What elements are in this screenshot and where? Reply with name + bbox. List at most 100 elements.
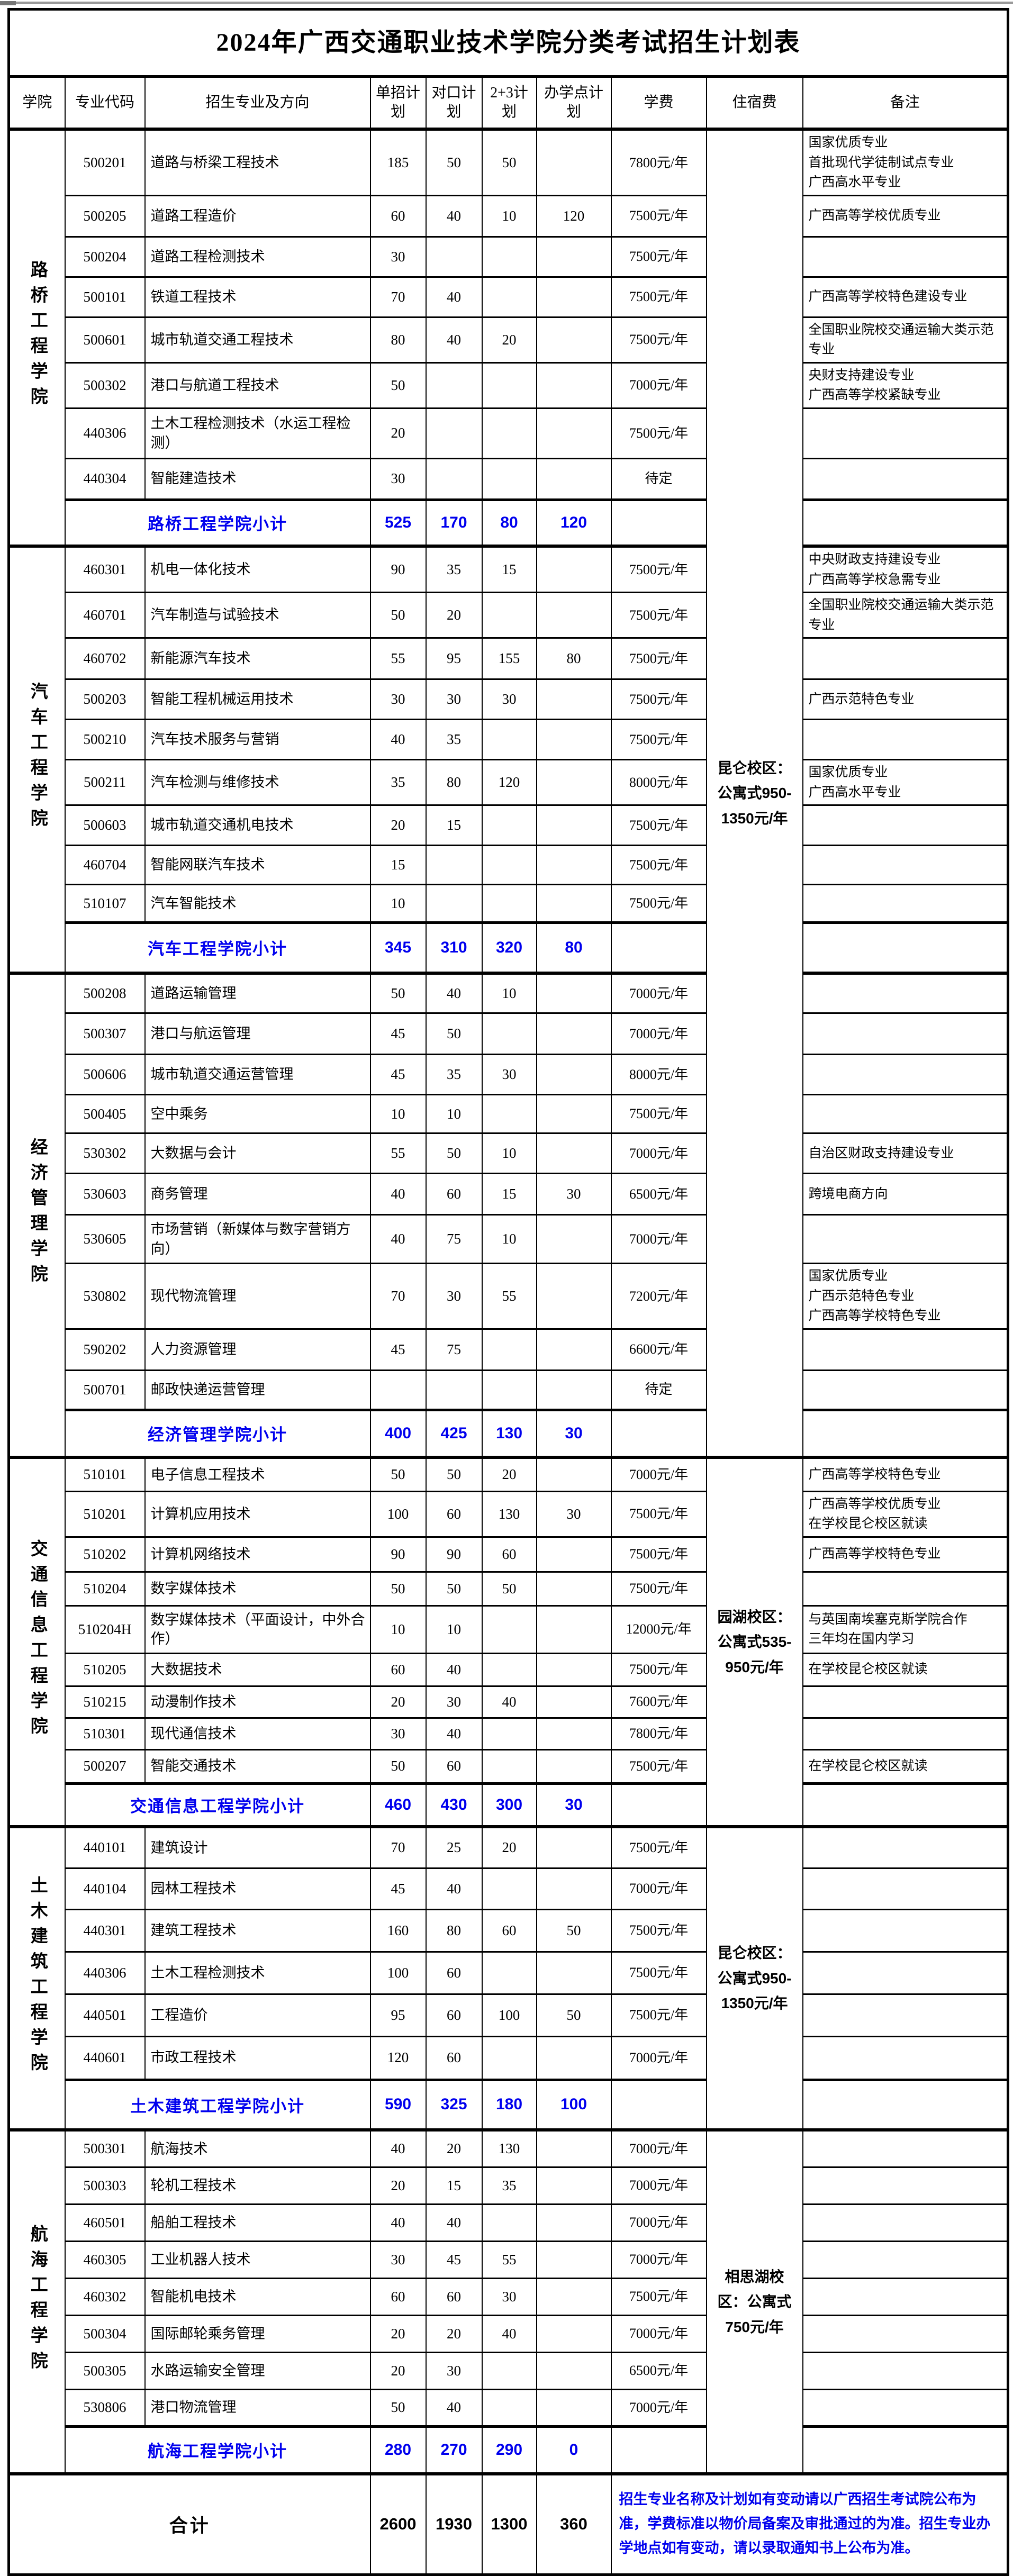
plan-banxuedian-cell [536,276,612,318]
plan-2plus3-cell [481,457,537,501]
major-cell: 工程造价 [144,1993,371,2037]
tuition-cell: 7500元/年 [610,804,707,846]
plan-banxuedian-cell: 80 [536,637,612,680]
remark-cell [802,2128,1009,2168]
major-cell: 邮政快递运营管理 [144,1369,371,1411]
plan-banxuedian-cell [536,1012,612,1055]
subtotal-value-cell: 280 [369,2425,427,2475]
plan-duikou-cell: 40 [425,194,483,238]
plan-banxuedian-cell [536,1748,612,1784]
plan-danzhao-cell: 50 [369,1748,427,1784]
plan-duikou-cell: 75 [425,1328,483,1371]
table-row: 530802 现代物流管理 70 30 55 7200元/年 国家优质专业 广西示范特色专业… [9,1263,1009,1330]
tuition-cell: 7800元/年 [610,1717,707,1750]
code-cell: 440301 [64,1908,146,1953]
tuition-cell: 7500元/年 [610,235,707,278]
plan-danzhao-cell: 60 [369,2277,427,2316]
code-cell: 500601 [64,316,146,364]
tuition-cell: 7000元/年 [610,971,707,1014]
plan-2plus3-cell [481,592,537,639]
table-row: 500211 汽车检测与维修技术 35 80 120 8000元/年 国家优质专业 广西高水… [9,759,1009,806]
subtotal-value-cell: 310 [425,921,483,974]
code-cell: 530802 [64,1263,146,1330]
major-cell: 水路运输安全管理 [144,2351,371,2390]
table-row: 500606 城市轨道交通运营管理 45 35 30 8000元/年 [9,1054,1009,1095]
plan-banxuedian-cell [536,1054,612,1095]
plan-duikou-cell: 10 [425,1094,483,1134]
remark-cell: 中央财政支持建设专业 广西高等学校急需专业 [802,545,1009,593]
plan-danzhao-cell: 40 [369,1173,427,1216]
major-cell: 大数据与会计 [144,1132,371,1174]
subtotal-value-cell: 300 [481,1782,537,1828]
table-row: 510204H 数字媒体技术（平面设计，中外合作） 10 10 12000元/年 与英国南… [9,1604,1009,1654]
major-cell: 道路工程检测技术 [144,235,371,278]
plan-banxuedian-cell [536,2128,612,2168]
plan-2plus3-cell: 60 [481,1536,537,1573]
plan-2plus3-cell [481,2035,537,2081]
code-cell: 500301 [64,2128,146,2168]
major-cell: 铁道工程技术 [144,276,371,318]
code-cell: 530302 [64,1132,146,1174]
plan-danzhao-cell: 160 [369,1908,427,1953]
dorm-fee-cell: 昆仑校区：公寓式950-1350元/年 [706,128,803,1458]
table-row: 530603 商务管理 40 60 15 30 6500元/年 跨境电商方向 [9,1173,1009,1216]
code-cell: 460302 [64,2277,146,2316]
plan-2plus3-cell: 10 [481,1214,537,1264]
plan-banxuedian-cell [536,2166,612,2205]
plan-2plus3-cell: 10 [481,194,537,238]
table-row: 500603 城市轨道交通机电技术 20 15 7500元/年 [9,804,1009,846]
subtotal-row: 交通信息工程学院小计 460 430 300 30 [9,1782,1009,1828]
code-cell: 510301 [64,1717,146,1750]
plan-danzhao-cell: 90 [369,545,427,593]
plan-danzhao-cell: 60 [369,194,427,238]
tuition-cell [610,1408,707,1458]
subtotal-value-cell: 320 [481,921,537,974]
plan-danzhao-cell: 185 [369,128,427,196]
plan-banxuedian-cell [536,1536,612,1573]
code-cell: 500305 [64,2351,146,2390]
code-cell: 500405 [64,1094,146,1134]
tuition-cell: 7000元/年 [610,361,707,409]
remark-cell [802,1369,1009,1411]
remark-cell: 与英国南埃塞克斯学院合作 三年均在国内学习 [802,1604,1009,1654]
tuition-cell [610,1782,707,1828]
code-cell: 500701 [64,1369,146,1411]
code-cell: 460702 [64,637,146,680]
plan-banxuedian-cell [536,1604,612,1654]
top-edge-corner [0,1,16,5]
remark-cell [802,1094,1009,1134]
tuition-cell: 7200元/年 [610,1263,707,1330]
major-cell: 道路工程造价 [144,194,371,238]
table-row: 500101 铁道工程技术 70 40 7500元/年 广西高等学校特色建设专业 [9,276,1009,318]
table-row: 460501 船舶工程技术 40 40 7000元/年 [9,2203,1009,2242]
plan-banxuedian-cell [536,1456,612,1492]
plan-danzhao-cell: 20 [369,804,427,846]
code-cell: 460301 [64,545,146,593]
tuition-cell: 7500元/年 [610,1908,707,1953]
code-cell: 500210 [64,719,146,760]
col-header-banxuedian-plan: 办学点计划 [536,76,612,130]
subtotal-value-cell: 590 [369,2078,427,2131]
table-row: 500204 道路工程检测技术 30 7500元/年 [9,235,1009,278]
plan-duikou-cell: 45 [425,2240,483,2279]
dorm-fee-cell: 昆仑校区：公寓式950-1350元/年 [706,1825,803,2131]
plan-2plus3-cell: 15 [481,1173,537,1216]
major-cell: 城市轨道交通机电技术 [144,804,371,846]
subtotal-label-cell: 路桥工程学院小计 [64,498,371,547]
remark-cell [802,2351,1009,2390]
plan-danzhao-cell: 50 [369,971,427,1014]
plan-banxuedian-cell [536,1328,612,1371]
major-cell: 汽车智能技术 [144,884,371,923]
plan-danzhao-cell: 30 [369,457,427,501]
col-header-major-code: 专业代码 [64,76,146,130]
tuition-cell: 待定 [610,457,707,501]
plan-danzhao-cell: 50 [369,361,427,409]
remark-cell: 国家优质专业 首批现代学徒制试点专业 广西高水平专业 [802,128,1009,196]
tuition-cell: 7000元/年 [610,1456,707,1492]
remark-cell [802,2388,1009,2427]
plan-banxuedian-cell [536,1263,612,1330]
code-cell: 500101 [64,276,146,318]
remark-cell: 广西高等学校优质专业 [802,194,1009,238]
college-name-vertical: 经济管理学院 [28,1138,47,1290]
plan-2plus3-cell: 30 [481,1054,537,1095]
